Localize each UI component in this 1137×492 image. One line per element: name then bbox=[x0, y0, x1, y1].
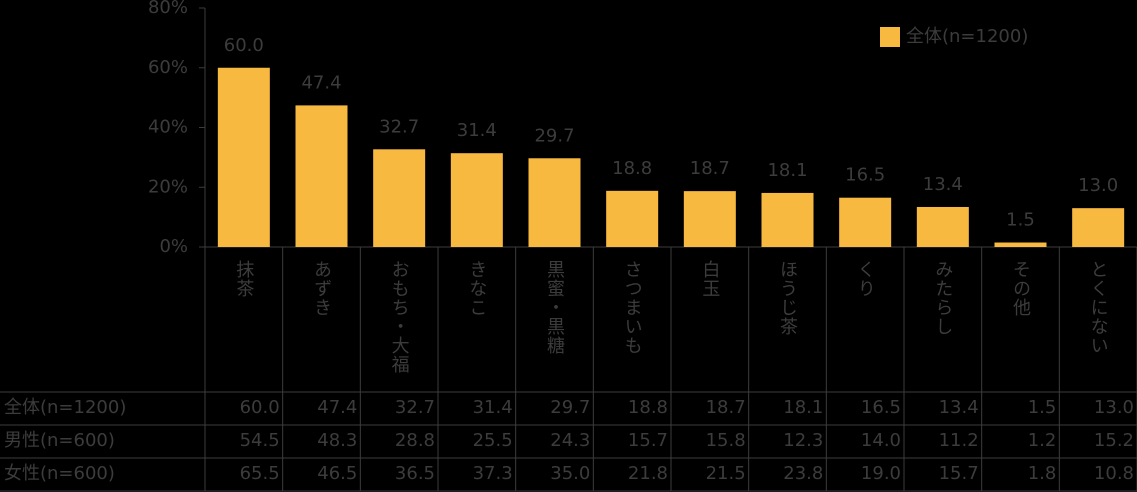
table-cell: 13.0 bbox=[1094, 397, 1134, 418]
table-cell: 18.1 bbox=[783, 397, 823, 418]
table-cell: 37.3 bbox=[473, 463, 513, 484]
table-cell: 31.4 bbox=[473, 397, 513, 418]
bar bbox=[1072, 208, 1125, 247]
value-label: 32.7 bbox=[379, 116, 419, 137]
bar bbox=[217, 67, 270, 247]
bar bbox=[994, 242, 1047, 247]
table-cell: 24.3 bbox=[550, 430, 590, 451]
x-tick-label: あずき bbox=[311, 260, 332, 317]
table-cell: 47.4 bbox=[317, 397, 357, 418]
table-cell: 1.8 bbox=[1028, 463, 1057, 484]
legend-swatch bbox=[880, 27, 900, 47]
y-tick-label: 40% bbox=[148, 117, 188, 138]
table-cell: 10.8 bbox=[1094, 463, 1134, 484]
table-cell: 1.5 bbox=[1028, 397, 1057, 418]
table-cell: 65.5 bbox=[240, 463, 280, 484]
row-label: 全体(n=1200) bbox=[4, 397, 126, 418]
value-label: 18.8 bbox=[612, 158, 652, 179]
value-label: 13.4 bbox=[923, 174, 963, 195]
y-tick-label: 80% bbox=[148, 0, 188, 18]
x-tick-label: おもち・大福 bbox=[389, 260, 410, 374]
bar bbox=[295, 105, 348, 247]
table-cell: 15.2 bbox=[1094, 430, 1134, 451]
value-label: 18.1 bbox=[767, 160, 807, 181]
table-cell: 32.7 bbox=[395, 397, 435, 418]
row-label: 男性(n=600) bbox=[4, 430, 115, 451]
value-label: 1.5 bbox=[1006, 210, 1035, 231]
value-label: 29.7 bbox=[534, 125, 574, 146]
x-tick-label: とくにない bbox=[1088, 260, 1109, 355]
bar bbox=[916, 206, 969, 247]
bar bbox=[761, 192, 814, 247]
table-cell: 28.8 bbox=[395, 430, 435, 451]
y-tick-label: 0% bbox=[159, 236, 188, 257]
row-label: 女性(n=600) bbox=[4, 463, 115, 484]
legend-label: 全体(n=1200) bbox=[906, 26, 1028, 47]
value-label: 18.7 bbox=[690, 158, 730, 179]
bar bbox=[839, 197, 892, 247]
table-cell: 19.0 bbox=[861, 463, 901, 484]
bar bbox=[683, 191, 736, 247]
table-cell: 12.3 bbox=[783, 430, 823, 451]
value-label: 47.4 bbox=[301, 72, 341, 93]
table-cell: 23.8 bbox=[783, 463, 823, 484]
table-cell: 21.5 bbox=[706, 463, 746, 484]
x-tick-label: 抹茶 bbox=[233, 260, 254, 298]
table-cell: 46.5 bbox=[317, 463, 357, 484]
table-cell: 48.3 bbox=[317, 430, 357, 451]
table-cell: 36.5 bbox=[395, 463, 435, 484]
x-tick-label: さつまいも bbox=[622, 260, 643, 355]
table-cell: 29.7 bbox=[550, 397, 590, 418]
table-cell: 25.5 bbox=[473, 430, 513, 451]
value-label: 16.5 bbox=[845, 165, 885, 186]
table-cell: 14.0 bbox=[861, 430, 901, 451]
table-cell: 18.7 bbox=[706, 397, 746, 418]
table-cell: 15.7 bbox=[628, 430, 668, 451]
table-cell: 21.8 bbox=[628, 463, 668, 484]
table-cell: 54.5 bbox=[240, 430, 280, 451]
value-label: 13.0 bbox=[1078, 175, 1118, 196]
table-cell: 11.2 bbox=[939, 430, 979, 451]
x-tick-label: 白玉 bbox=[699, 260, 720, 298]
bar bbox=[528, 158, 581, 247]
table-cell: 18.8 bbox=[628, 397, 668, 418]
x-tick-label: 黒蜜・黒糖 bbox=[544, 260, 565, 355]
table-cell: 13.4 bbox=[939, 397, 979, 418]
bar bbox=[606, 190, 659, 247]
table-cell: 1.2 bbox=[1028, 430, 1057, 451]
table-cell: 15.7 bbox=[939, 463, 979, 484]
value-label: 60.0 bbox=[224, 35, 264, 56]
bar bbox=[373, 149, 426, 247]
table-cell: 35.0 bbox=[550, 463, 590, 484]
x-tick-label: くり bbox=[855, 260, 876, 298]
table-cell: 15.8 bbox=[706, 430, 746, 451]
y-tick-label: 20% bbox=[148, 176, 188, 197]
x-tick-label: ほうじ茶 bbox=[777, 260, 798, 336]
x-tick-label: きなこ bbox=[466, 260, 487, 317]
bar bbox=[450, 153, 503, 247]
x-tick-label: その他 bbox=[1010, 260, 1031, 317]
x-tick-label: みたらし bbox=[932, 260, 953, 336]
y-tick-label: 60% bbox=[148, 57, 188, 78]
table-cell: 16.5 bbox=[861, 397, 901, 418]
table-cell: 60.0 bbox=[240, 397, 280, 418]
value-label: 31.4 bbox=[457, 120, 497, 141]
